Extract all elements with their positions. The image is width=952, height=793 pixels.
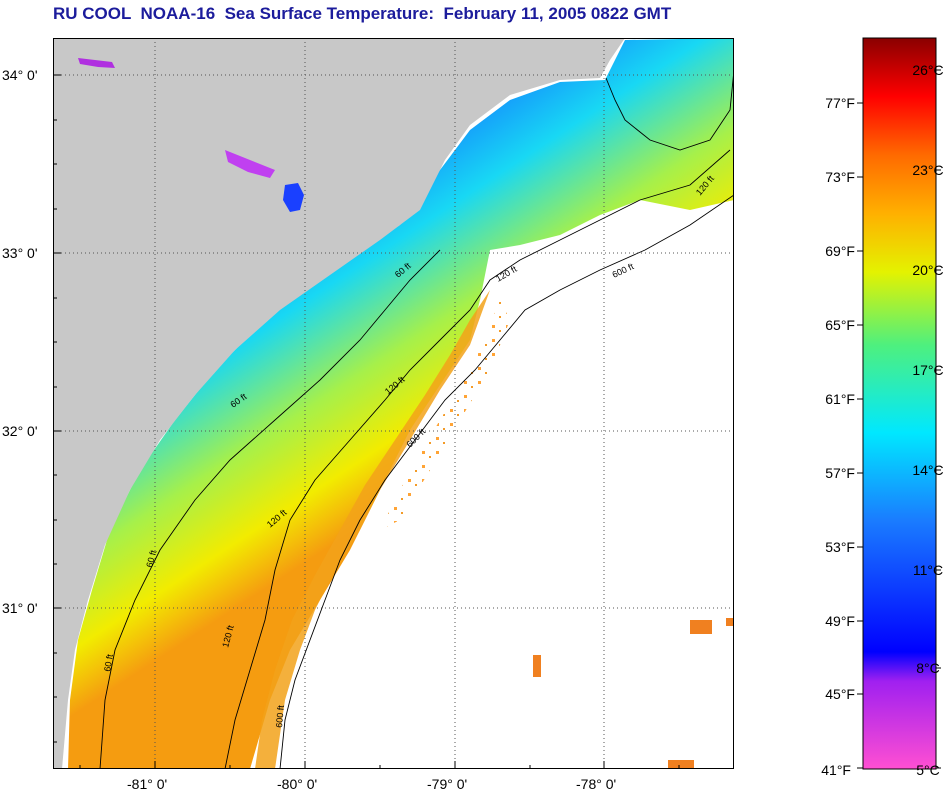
celsius-label: 8°C <box>916 660 940 676</box>
contour-600ft <box>279 194 734 769</box>
lake-marion <box>283 183 304 212</box>
graticule <box>53 38 734 769</box>
fahrenheit-label: 77°F <box>825 95 855 111</box>
colorbar-fahrenheit-labels: 77°F 73°F 69°F 65°F 61°F 57°F 53°F 49°F … <box>821 95 855 778</box>
colorbar-gradient <box>862 37 937 770</box>
lon-label: -79° 0' <box>427 776 467 792</box>
map-frame <box>53 38 734 769</box>
land-mass <box>53 38 625 769</box>
celsius-label: 17°C <box>912 362 943 378</box>
sst-water-field <box>68 38 734 769</box>
latitude-labels: 34° 0' 33° 0' 32° 0' 31° 0' <box>2 67 38 616</box>
contour-60ft <box>99 249 441 769</box>
lat-label: 31° 0' <box>2 600 38 616</box>
fahrenheit-label: 65°F <box>825 317 855 333</box>
colorbar: 77°F 73°F 69°F 65°F 61°F 57°F 53°F 49°F … <box>821 37 944 778</box>
lon-label: -78° 0' <box>576 776 616 792</box>
fahrenheit-label: 45°F <box>825 686 855 702</box>
fahrenheit-label: 69°F <box>825 243 855 259</box>
lat-label: 34° 0' <box>2 67 38 83</box>
warm-patch <box>690 620 712 634</box>
warm-patch <box>668 760 694 769</box>
gulf-stream-warm-edge <box>255 290 490 769</box>
celsius-label: 11°C <box>913 562 943 578</box>
fahrenheit-label: 61°F <box>825 391 855 407</box>
axis-ticks <box>53 74 680 769</box>
warm-patch <box>533 655 541 677</box>
celsius-label: 14°C <box>912 462 943 478</box>
celsius-label: 23°C <box>912 162 943 178</box>
lat-label: 32° 0' <box>2 423 38 439</box>
map-plot-area: 60 ft 60 ft 60 ft 60 ft 120 ft 120 ft 12… <box>53 38 734 769</box>
warm-patch <box>726 618 734 626</box>
cloud-speckle-edge <box>380 300 510 530</box>
contour-label-600: 600 ft <box>274 704 286 728</box>
contour-120ft <box>224 149 731 769</box>
map-title: RU COOL NOAA-16 Sea Surface Temperature:… <box>53 4 672 23</box>
fahrenheit-label: 73°F <box>825 169 855 185</box>
lat-label: 33° 0' <box>2 245 38 261</box>
lon-label: -80° 0' <box>277 776 317 792</box>
lake-moultrie <box>225 150 275 178</box>
depth-contours <box>99 69 734 769</box>
lake-north <box>78 58 115 68</box>
lon-label: -81° 0' <box>127 776 167 792</box>
celsius-label: 26°C <box>912 62 943 78</box>
contour-label-60: 60 ft <box>144 549 158 569</box>
fahrenheit-label: 41°F <box>821 762 851 778</box>
contour-shelf-north <box>605 69 734 151</box>
longitude-labels: -81° 0' -80° 0' -79° 0' -78° 0' <box>127 776 616 792</box>
colorbar-ticks <box>857 69 941 769</box>
fahrenheit-label: 57°F <box>825 465 855 481</box>
colorbar-celsius-labels: 26°C 23°C 20°C 17°C 14°C 11°C 8°C 5°C <box>912 62 943 778</box>
celsius-label: 5°C <box>916 762 940 778</box>
contour-label-60: 60 ft <box>102 653 115 672</box>
celsius-label: 20°C <box>912 262 943 278</box>
fahrenheit-label: 53°F <box>825 539 855 555</box>
fahrenheit-label: 49°F <box>825 613 855 629</box>
